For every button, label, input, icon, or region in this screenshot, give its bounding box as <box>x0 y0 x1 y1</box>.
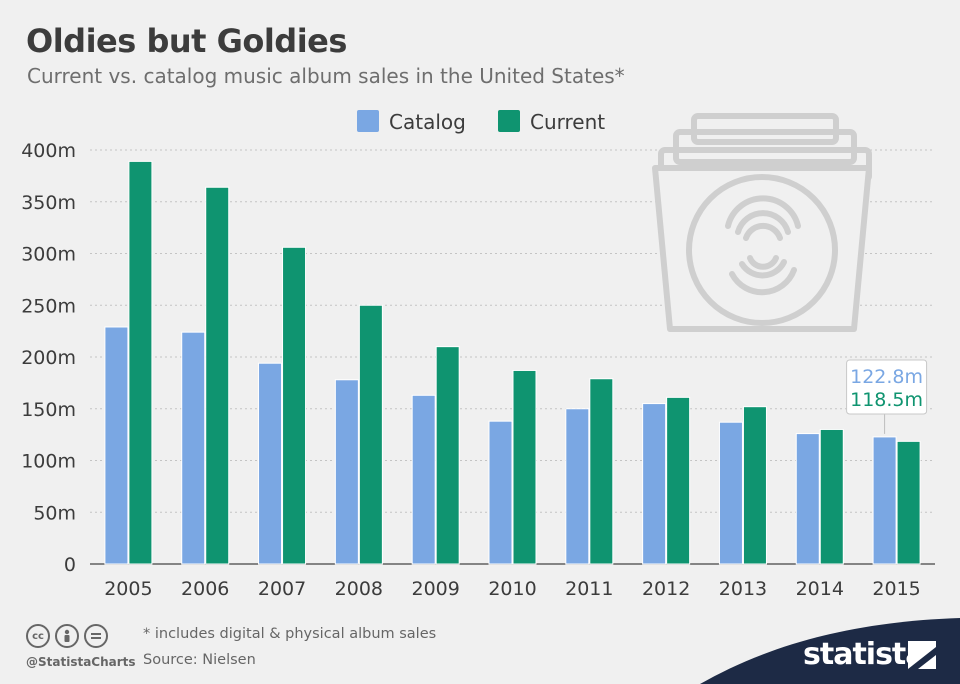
catalog-bar-2006 <box>181 331 206 565</box>
equals-icon <box>84 624 108 648</box>
y-tick-label: 100m <box>21 451 76 473</box>
catalog-bar-2008 <box>334 379 359 565</box>
catalog-bar-2010 <box>488 420 513 565</box>
x-tick-label: 2015 <box>872 578 920 600</box>
x-tick-label: 2014 <box>796 578 844 600</box>
y-tick-label: 0 <box>64 554 76 576</box>
x-tick-label: 2006 <box>181 578 229 600</box>
catalog-bar-2015 <box>872 436 897 565</box>
current-bar-2007 <box>282 246 307 565</box>
bar-chart: 0 50m 100m 150m 200m 250m 300m 350m 400m 2005 2006… <box>21 110 935 600</box>
x-tick-label: 2013 <box>719 578 767 600</box>
catalog-bar-2011 <box>565 408 590 565</box>
catalog-bar-2005 <box>104 326 129 565</box>
catalog-bar-2007 <box>258 362 283 565</box>
current-bar-2008 <box>358 304 383 565</box>
page-subtitle: Current vs. catalog music album sales in… <box>27 64 625 88</box>
x-tick-label: 2008 <box>335 578 383 600</box>
x-tick-label: 2007 <box>258 578 306 600</box>
y-tick-label: 150m <box>21 399 76 421</box>
current-bar-2015 <box>896 440 921 565</box>
current-bar-2012 <box>666 396 691 565</box>
current-bar-2005 <box>128 160 153 565</box>
catalog-bar-2013 <box>718 421 743 565</box>
annotation-current-value: 118.5m <box>850 389 923 411</box>
cc-icon: cc <box>26 624 50 648</box>
page-title: Oldies but Goldies <box>26 22 347 60</box>
x-tick-label: 2009 <box>412 578 460 600</box>
legend-swatch-current <box>498 110 520 132</box>
annotation-catalog-value: 122.8m <box>850 366 923 388</box>
twitter-handle[interactable]: @StatistaCharts <box>26 655 136 669</box>
person-icon <box>55 624 79 648</box>
y-tick-label: 50m <box>33 502 76 524</box>
legend-label-current: Current <box>530 110 605 134</box>
current-bar-2014 <box>819 428 844 565</box>
current-bar-2013 <box>742 406 767 565</box>
legend-swatch-catalog <box>357 110 379 132</box>
x-tick-label: 2011 <box>565 578 613 600</box>
current-bar-2011 <box>589 378 614 565</box>
footnote: * includes digital & physical album sale… <box>143 626 437 642</box>
x-tick-label: 2005 <box>104 578 152 600</box>
current-bar-2006 <box>205 186 230 565</box>
statista-logo-icon <box>908 641 936 669</box>
y-tick-label: 250m <box>21 295 76 317</box>
current-bar-2009 <box>435 346 460 565</box>
catalog-bar-2012 <box>642 403 667 565</box>
license-icons: cc <box>26 624 108 648</box>
y-tick-label: 350m <box>21 192 76 214</box>
x-tick-label: 2012 <box>642 578 690 600</box>
annotation-box <box>846 359 928 415</box>
catalog-bar-2009 <box>411 394 436 565</box>
legend-label-catalog: Catalog <box>389 110 466 134</box>
x-tick-label: 2010 <box>488 578 536 600</box>
current-bar-2010 <box>512 369 537 565</box>
album-stack-icon <box>652 113 872 332</box>
y-tick-label: 300m <box>21 244 76 266</box>
statista-logo-text[interactable]: statista <box>803 637 926 672</box>
catalog-bar-2014 <box>795 433 820 565</box>
source-note: Source: Nielsen <box>143 652 256 668</box>
y-tick-label: 400m <box>21 140 76 162</box>
y-tick-label: 200m <box>21 347 76 369</box>
